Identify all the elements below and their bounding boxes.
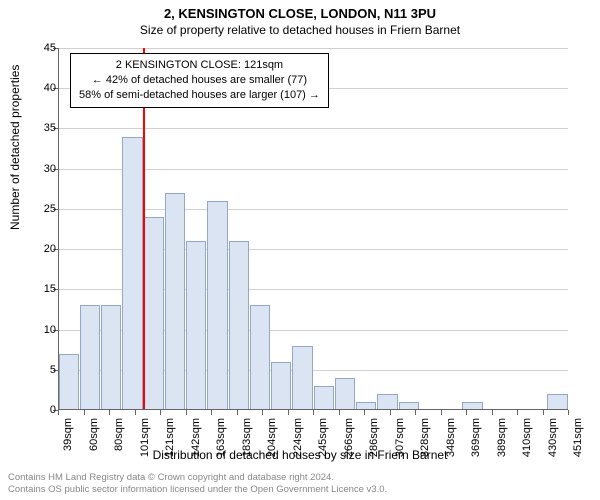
histogram-bar [144,217,164,410]
x-tick-label: 286sqm [368,418,380,457]
histogram-bar [271,362,291,410]
x-tick-label: 39sqm [62,418,74,451]
histogram-bar [207,201,227,410]
x-tick-label: 224sqm [292,418,304,457]
footer-line-1: Contains HM Land Registry data © Crown c… [8,472,387,484]
histogram-bar [59,354,79,410]
histogram-bar [122,137,142,411]
y-tick-label: 40 [38,82,56,94]
histogram-bar [101,305,121,410]
histogram-bar [547,394,567,410]
annotation-line3: 58% of semi-detached houses are larger (… [79,88,320,103]
x-tick-label: 348sqm [445,418,457,457]
x-tick-label: 389sqm [496,418,508,457]
x-tick-label: 142sqm [190,418,202,457]
chart-title-block: 2, KENSINGTON CLOSE, LONDON, N11 3PU Siz… [0,0,600,37]
histogram-bar [314,386,334,410]
histogram-bar [377,394,397,410]
y-axis-label: Number of detached properties [8,65,22,230]
y-tick-label: 10 [38,324,56,336]
y-tick-label: 25 [38,203,56,215]
x-tick-label: 163sqm [215,418,227,457]
histogram-bar [186,241,206,410]
y-tick-label: 45 [38,42,56,54]
x-tick-label: 430sqm [547,418,559,457]
x-tick-label: 328sqm [419,418,431,457]
y-tick-label: 0 [38,404,56,416]
x-tick-label: 121sqm [164,418,176,457]
x-tick-label: 266sqm [343,418,355,457]
histogram-bar [292,346,312,410]
y-tick-label: 20 [38,243,56,255]
footer-attribution: Contains HM Land Registry data © Crown c… [8,472,387,496]
x-tick-label: 183sqm [241,418,253,457]
annotation-line1: 2 KENSINGTON CLOSE: 121sqm [79,58,320,73]
histogram-bar [250,305,270,410]
footer-line-2: Contains OS public sector information li… [8,484,387,496]
annotation-box: 2 KENSINGTON CLOSE: 121sqm← 42% of detac… [70,53,329,108]
x-tick-label: 245sqm [317,418,329,457]
y-tick-label: 5 [38,364,56,376]
title-line-1: 2, KENSINGTON CLOSE, LONDON, N11 3PU [0,6,600,21]
histogram-bar [335,378,355,410]
gridline [58,48,568,49]
annotation-line2: ← 42% of detached houses are smaller (77… [79,73,320,88]
gridline [58,128,568,129]
x-tick-label: 307sqm [394,418,406,457]
histogram-bar [165,193,185,410]
x-tick-label: 451sqm [572,418,584,457]
x-tick-label: 410sqm [521,418,533,457]
x-tick-label: 369sqm [470,418,482,457]
x-tick-label: 204sqm [266,418,278,457]
title-line-2: Size of property relative to detached ho… [0,23,600,37]
y-tick-label: 30 [38,163,56,175]
histogram-bar [80,305,100,410]
y-tick-label: 15 [38,283,56,295]
histogram-bar [229,241,249,410]
y-tick-label: 35 [38,122,56,134]
x-tick-label: 60sqm [88,418,100,451]
x-tick-label: 101sqm [139,418,151,457]
x-tick-label: 80sqm [113,418,125,451]
